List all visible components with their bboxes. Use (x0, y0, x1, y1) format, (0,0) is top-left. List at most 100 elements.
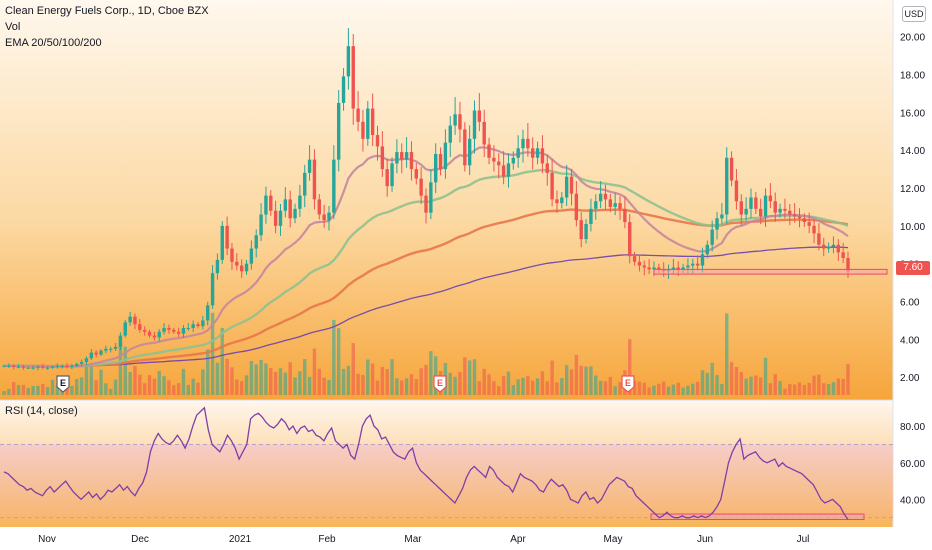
candle-body (191, 324, 195, 329)
volume-bar (70, 385, 74, 395)
volume-bar (429, 351, 433, 395)
candle-body (419, 178, 423, 196)
candle-body (545, 163, 549, 173)
candle-body (84, 358, 89, 363)
rsi-label[interactable]: RSI (14, close) (5, 405, 78, 417)
candle-body (681, 267, 685, 270)
volume-bar (812, 375, 816, 395)
volume-bar (560, 378, 564, 395)
volume-label[interactable]: Vol (5, 21, 21, 33)
candle-body (94, 352, 98, 355)
volume-bar (797, 382, 802, 395)
candle-body (206, 305, 210, 321)
volume-bar (225, 358, 229, 395)
candle-body (12, 365, 16, 367)
volume-bar (550, 360, 554, 395)
earnings-marker[interactable]: E (621, 375, 635, 393)
earnings-marker[interactable]: E (433, 375, 447, 393)
earnings-marker[interactable]: E (56, 375, 70, 393)
candle-body (710, 229, 714, 245)
candle-body (531, 148, 535, 158)
price-axis-ticks: 20.0018.0016.0014.0012.0010.008.006.004.… (900, 33, 925, 384)
candle-body (841, 252, 845, 259)
volume-bar (55, 384, 60, 395)
candle-body (172, 329, 176, 332)
candle-body (79, 362, 84, 364)
candle-body (356, 108, 360, 122)
volume-bar (16, 385, 21, 395)
candle-body (269, 195, 273, 211)
volume-bar (458, 371, 462, 395)
candle-body (123, 322, 127, 336)
candle-body (783, 208, 787, 211)
candle-body (138, 324, 142, 330)
volume-bar (817, 374, 821, 395)
candle-body (60, 365, 64, 367)
candle-body (589, 208, 593, 224)
volume-bar (763, 357, 768, 395)
candle-body (729, 157, 734, 181)
volume-bar (356, 373, 360, 395)
candle-body (594, 201, 598, 209)
volume-bar (404, 378, 409, 395)
candle-body (225, 225, 229, 249)
rsi-axis-ticks: 80.00 60.00 40.00 (900, 422, 925, 506)
candle-body (113, 346, 118, 349)
price-tick-label: 2.00 (900, 373, 920, 384)
volume-bar (642, 382, 646, 395)
volume-bar (608, 376, 613, 395)
volume-bar (109, 389, 113, 395)
currency-button[interactable]: USD (902, 6, 926, 22)
candle-body (312, 159, 317, 200)
volume-bar (269, 368, 273, 395)
time-tick-label: Apr (510, 534, 526, 545)
volume-bar (409, 374, 414, 395)
candle-body (657, 267, 661, 270)
volume-bar (472, 359, 477, 395)
volume-bar (584, 366, 588, 395)
volume-bar (739, 371, 743, 395)
volume-bar (7, 389, 11, 395)
symbol-title[interactable]: Clean Energy Fuels Corp., 1D, Cboe BZX (5, 5, 209, 17)
volume-bar (239, 381, 244, 395)
candle-body (603, 193, 608, 200)
candle-body (128, 316, 132, 323)
candle-body (676, 267, 680, 270)
candle-body (336, 102, 341, 160)
candle-body (99, 350, 103, 355)
candle-body (147, 331, 152, 336)
volume-bar (836, 378, 840, 395)
volume-bar (307, 376, 312, 395)
candle-body (826, 246, 831, 249)
ema-label[interactable]: EMA 20/50/100/200 (5, 37, 102, 49)
volume-bar (327, 379, 331, 395)
volume-bar (142, 383, 147, 395)
volume-bar (492, 381, 496, 395)
candle-body (254, 235, 258, 249)
volume-bar (152, 378, 157, 395)
volume-bar (191, 378, 195, 395)
volume-bar (676, 382, 680, 395)
candle-body (598, 193, 603, 202)
candle-body (579, 220, 583, 240)
candle-body (375, 135, 380, 147)
candle-body (788, 210, 792, 215)
volume-bar (138, 374, 142, 395)
candle-body (322, 214, 326, 221)
candle-body (521, 138, 525, 149)
volume-bar (128, 372, 132, 395)
candle-body (26, 367, 30, 369)
candle-body (647, 267, 651, 270)
volume-bar (545, 381, 549, 395)
candle-body (642, 265, 646, 268)
volume-bar (540, 371, 545, 395)
volume-bar (482, 368, 486, 395)
volume-bar (783, 388, 787, 395)
volume-bar (278, 368, 283, 395)
candle-body (686, 265, 690, 268)
candle-body (50, 366, 55, 368)
candle-body (361, 121, 365, 139)
candle-body (831, 244, 836, 247)
